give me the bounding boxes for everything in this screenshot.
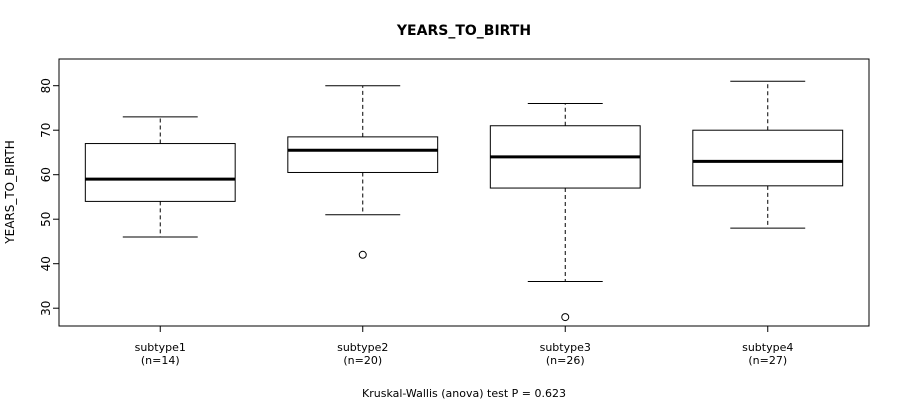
box-subtype1 (84, 116, 236, 238)
y-tick-label: 30 (39, 301, 53, 316)
x-category-label: subtype1 (135, 341, 186, 354)
test-result-caption: Kruskal-Wallis (anova) test P = 0.623 (362, 387, 566, 400)
x-category-count: (n=27) (748, 354, 787, 367)
box-subtype4 (692, 80, 844, 229)
x-category-count: (n=26) (546, 354, 585, 367)
box-series (84, 80, 844, 322)
y-tick-label: 70 (39, 123, 53, 138)
y-axis-label: YEARS_TO_BIRTH (3, 140, 17, 244)
y-tick-label: 60 (39, 167, 53, 182)
y-tick-label: 40 (39, 256, 53, 271)
box-subtype2 (287, 85, 439, 259)
x-category-label: subtype3 (540, 341, 591, 354)
y-axis: 30 40 50 60 70 80 (39, 78, 60, 316)
x-category-label: subtype4 (742, 341, 793, 354)
y-tick-label: 80 (39, 78, 53, 93)
box-subtype3 (489, 103, 641, 322)
x-category-count: (n=20) (343, 354, 382, 367)
outlier-point (358, 250, 367, 259)
iqr-box (84, 143, 236, 202)
chart-title: YEARS_TO_BIRTH (396, 23, 531, 39)
x-category-label: subtype2 (337, 341, 388, 354)
iqr-box (287, 136, 439, 173)
iqr-box (692, 129, 844, 187)
outlier-point (561, 313, 570, 322)
x-category-count: (n=14) (141, 354, 180, 367)
x-axis-category-labels: subtype1(n=14)subtype2(n=20)subtype3(n=2… (135, 326, 793, 367)
y-tick-label: 50 (39, 212, 53, 227)
